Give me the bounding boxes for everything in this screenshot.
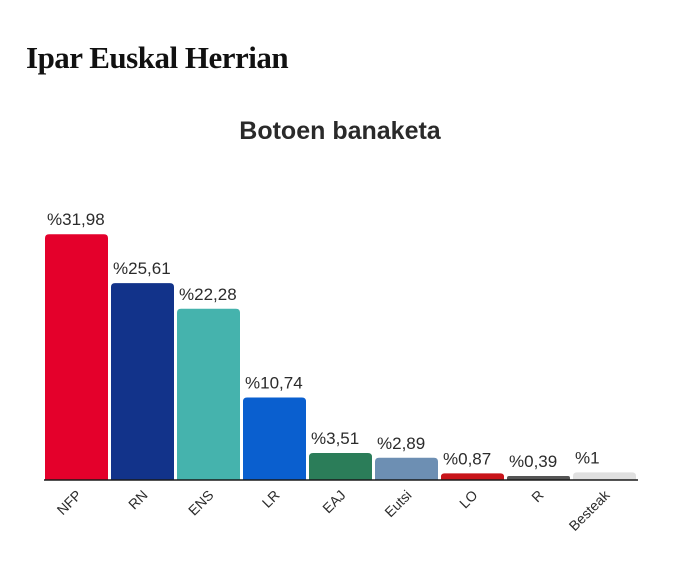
category-labels-group: NFP RN ENS LR EAJ Eutsi LO R Besteak <box>54 486 614 534</box>
value-label-r: %0,39 <box>509 452 557 471</box>
value-label-eutsi: %2,89 <box>377 434 425 453</box>
value-label-nfp: %31,98 <box>47 210 105 229</box>
value-labels-group: %31,98 %25,61 %22,28 %10,74 %3,51 %2,89 %0,87%… <box>47 210 600 471</box>
bar-rn <box>111 283 174 480</box>
value-label-besteak: %1 <box>575 448 600 467</box>
chart-title: Botoen banaketa <box>239 117 441 145</box>
bar-nfp <box>45 234 108 480</box>
category-label-eaj: EAJ <box>319 487 348 516</box>
category-label-besteak: Besteak <box>566 486 614 534</box>
bar-lr <box>243 397 306 480</box>
bar-ens <box>177 308 240 480</box>
category-label-r: R <box>528 487 546 505</box>
category-label-lr: LR <box>259 487 283 511</box>
bar-eaj <box>309 453 372 480</box>
page-title: Ipar Euskal Herrian <box>26 40 289 75</box>
value-label-eaj: %3,51 <box>311 429 359 448</box>
category-label-rn: RN <box>125 487 151 513</box>
bar-r <box>507 476 570 480</box>
bar-besteak <box>573 472 636 480</box>
value-label-rn: %25,61 <box>113 259 171 278</box>
bar-eutsi <box>375 457 438 480</box>
value-label-lr: %10,74 <box>245 373 303 392</box>
value-label-ens: %22,28 <box>179 285 237 304</box>
value-label-lo: %0,87 <box>443 449 491 468</box>
category-label-lo: LO <box>456 487 481 512</box>
bars-group <box>45 234 636 480</box>
category-label-eutsi: Eutsi <box>381 487 414 520</box>
category-label-ens: ENS <box>185 487 217 519</box>
category-label-nfp: NFP <box>54 487 85 518</box>
bar-lo <box>441 473 504 480</box>
